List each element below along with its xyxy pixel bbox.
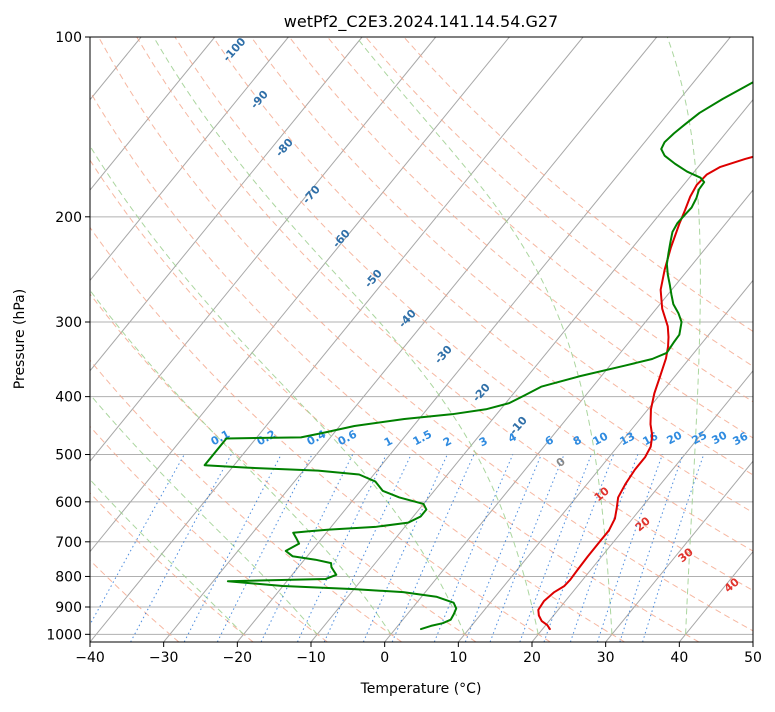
isotherm-line — [384, 189, 753, 642]
y-axis-label: Pressure (hPa) — [12, 289, 28, 389]
isotherm-line — [90, 37, 289, 282]
mixing-ratio-label: 16 — [641, 429, 661, 448]
isotherm-line — [310, 98, 753, 642]
y-tick-label: 200 — [55, 210, 82, 226]
mixing-ratio-label: 10 — [591, 429, 611, 448]
isotherm-line — [90, 37, 437, 463]
y-tick-label: 300 — [55, 315, 82, 331]
mixing-ratio-label: 13 — [618, 430, 638, 449]
y-tick-label: 800 — [55, 569, 82, 585]
dry-adiabat-line — [90, 559, 180, 642]
mixing-ratio-line — [519, 454, 592, 642]
x-tick-label: −20 — [223, 650, 253, 666]
x-tick-label: −30 — [149, 650, 179, 666]
moist-adiabat-line — [355, 37, 613, 635]
dry-adiabat-line — [403, 37, 753, 332]
x-tick-label: 10 — [449, 650, 467, 666]
dry-adiabat-line — [90, 90, 700, 642]
dry-adiabat-line — [90, 293, 477, 642]
y-tick-label: 500 — [55, 448, 82, 464]
mixing-ratio-label: 30 — [710, 428, 730, 447]
mixing-ratio-line — [543, 454, 614, 642]
x-tick-label: 50 — [744, 650, 762, 666]
x-tick-label: 40 — [670, 650, 688, 666]
series-layer — [203, 81, 753, 631]
dry-adiabat-line — [212, 37, 753, 514]
isotherm-line — [457, 279, 753, 642]
mixing-ratio-line — [596, 454, 663, 642]
x-tick-label: 20 — [523, 650, 541, 666]
x-tick-label: −40 — [75, 650, 105, 666]
background-lines — [90, 37, 753, 642]
y-tick-label: 700 — [55, 535, 82, 551]
moist-adiabat-line — [90, 145, 466, 635]
dewpoint-line — [203, 81, 753, 631]
mixing-ratio-line — [183, 454, 282, 642]
mixing-ratio-line — [569, 454, 639, 642]
dry-adiabat-line — [136, 37, 753, 592]
mixing-ratio-line — [619, 454, 684, 642]
dry-adiabat-line — [90, 159, 625, 642]
mixing-ratio-line — [260, 454, 354, 642]
isotherm-line — [605, 460, 753, 642]
mixing-ratio-label: 20 — [665, 428, 685, 447]
isotherm-line — [163, 37, 658, 642]
axes: −40 −30 −20 −10 0 10 20 30 40 50 100 200 300 400 500 60… — [46, 30, 762, 666]
chart-title: wetPf2_C2E3.2024.141.14.54.G27 — [284, 12, 558, 32]
dry-adiabat-line — [90, 359, 403, 642]
plot-frame — [89, 36, 754, 643]
x-tick-label: 0 — [380, 650, 389, 666]
y-tick-label: 400 — [55, 390, 82, 406]
mixing-ratio-label: 25 — [690, 429, 710, 448]
isotherm-line — [531, 370, 753, 642]
moist-adiabat-line — [90, 289, 392, 635]
x-axis-label: Temperature (°C) — [360, 681, 482, 697]
mixing-ratio-line — [362, 454, 448, 642]
isotherm-line — [236, 37, 731, 642]
y-tick-label: 1000 — [46, 627, 82, 643]
isotherm-line — [90, 37, 510, 553]
isotherm-line — [90, 37, 584, 642]
mixing-ratio-label: 36 — [731, 429, 751, 448]
y-tick-label: 900 — [55, 600, 82, 616]
isotherm-line — [90, 37, 363, 372]
mixing-ratio-line — [391, 454, 475, 642]
dry-adiabat-line — [98, 37, 753, 632]
x-tick-label: −10 — [296, 650, 326, 666]
moist-adiabat-line — [666, 37, 701, 635]
y-tick-label: 100 — [55, 30, 82, 46]
y-tick-label: 600 — [55, 495, 82, 511]
mixing-ratio-line — [216, 454, 313, 642]
isotherm-line — [90, 37, 216, 191]
x-tick-label: 30 — [597, 650, 615, 666]
temperature-line — [537, 155, 753, 631]
moist-adiabat-line — [153, 37, 539, 635]
dry-adiabat-line — [174, 37, 753, 552]
